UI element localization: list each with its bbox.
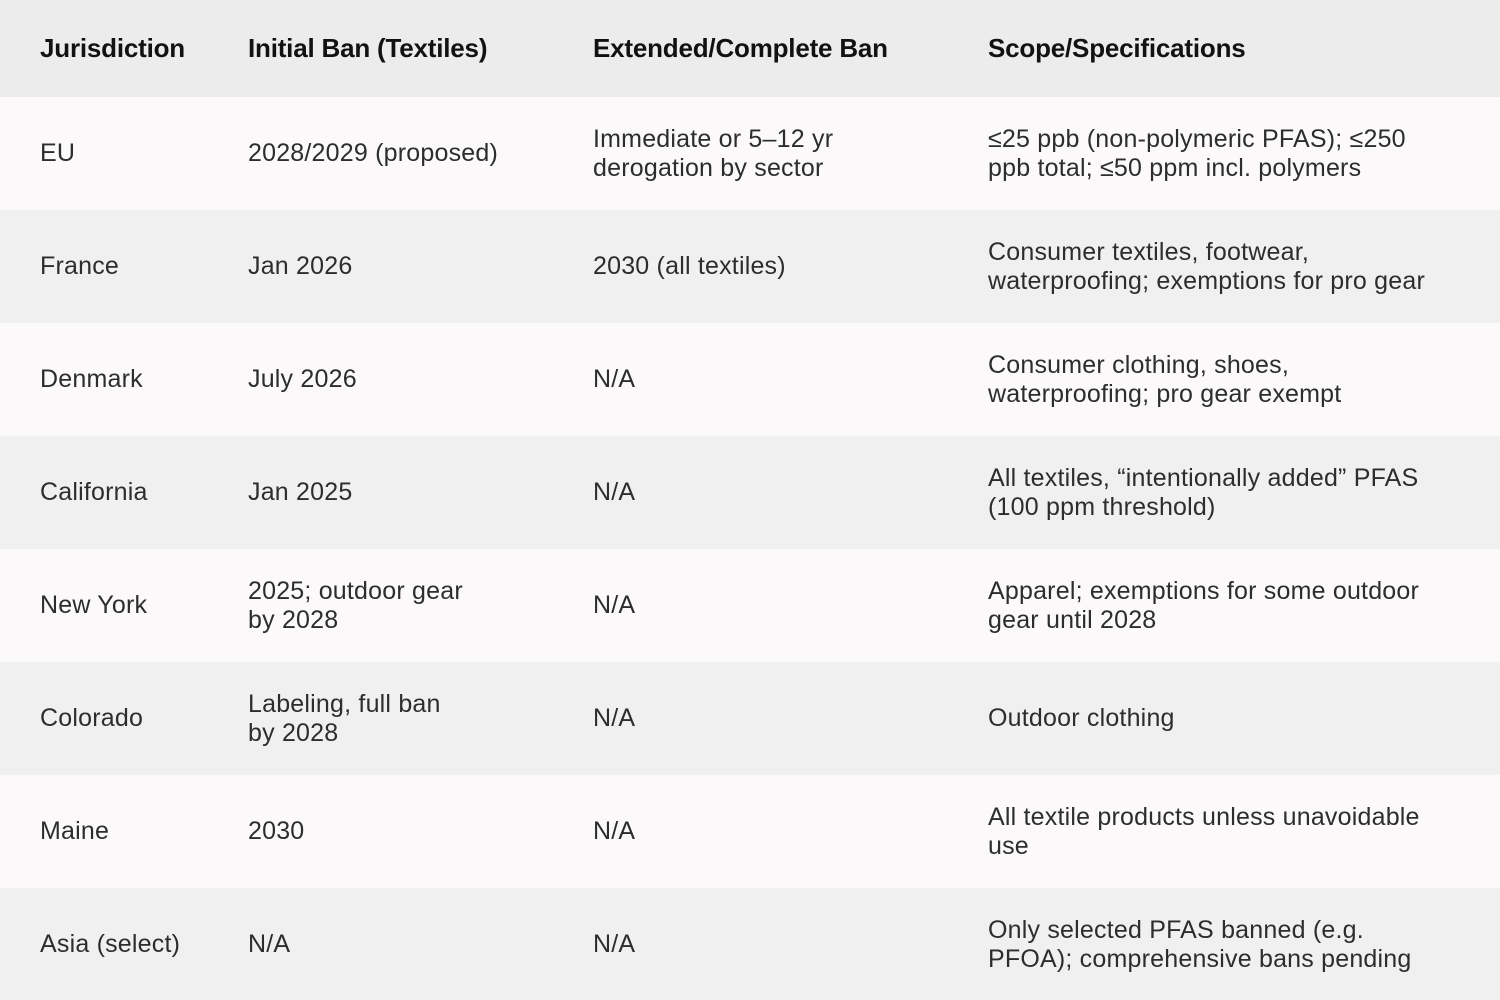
cell-initial-ban: 2025; outdoor gear by 2028 xyxy=(248,576,463,634)
cell-jurisdiction: France xyxy=(40,252,120,280)
table-row-colorado: Colorado Labeling, full ban by 2028 N/A … xyxy=(0,662,1500,775)
column-header-scope: Scope/Specifications xyxy=(988,33,1246,63)
cell-extended-ban: N/A xyxy=(593,478,636,506)
cell-scope: Consumer clothing, shoes, waterproofing;… xyxy=(988,350,1342,408)
cell-scope: Only selected PFAS banned (e.g. PFOA); c… xyxy=(988,915,1412,973)
table-row-maine: Maine 2030 N/A All textile products unle… xyxy=(0,775,1500,888)
cell-extended-ban: N/A xyxy=(593,704,636,732)
cell-jurisdiction: Asia (select) xyxy=(40,930,181,958)
cell-initial-ban: Jan 2026 xyxy=(248,252,353,280)
cell-extended-ban: Immediate or 5–12 yr derogation by secto… xyxy=(593,124,834,182)
column-header-extended-ban: Extended/Complete Ban xyxy=(593,33,888,63)
cell-scope: Outdoor clothing xyxy=(988,704,1175,732)
cell-initial-ban: 2030 xyxy=(248,817,305,845)
table-row-asia: Asia (select) N/A N/A Only selected PFAS… xyxy=(0,888,1500,1000)
cell-scope: Apparel; exemptions for some outdoor gea… xyxy=(988,576,1420,634)
table-row-california: California Jan 2025 N/A All textiles, “i… xyxy=(0,436,1500,549)
cell-extended-ban: N/A xyxy=(593,930,636,958)
cell-scope: ≤25 ppb (non-polymeric PFAS); ≤250 ppb t… xyxy=(988,124,1406,182)
cell-scope: Consumer textiles, footwear, waterproofi… xyxy=(988,237,1425,295)
cell-jurisdiction: Maine xyxy=(40,817,110,845)
cell-scope: All textiles, “intentionally added” PFAS… xyxy=(988,463,1419,521)
cell-scope: All textile products unless unavoidable … xyxy=(988,802,1420,860)
cell-jurisdiction: Colorado xyxy=(40,704,144,732)
cell-extended-ban: 2030 (all textiles) xyxy=(593,252,786,280)
cell-initial-ban: N/A xyxy=(248,930,291,958)
table-row-eu: EU 2028/2029 (proposed) Immediate or 5–1… xyxy=(0,97,1500,210)
cell-extended-ban: N/A xyxy=(593,365,636,393)
column-header-jurisdiction: Jurisdiction xyxy=(40,33,185,63)
cell-jurisdiction: Denmark xyxy=(40,365,143,393)
table-row-denmark: Denmark July 2026 N/A Consumer clothing,… xyxy=(0,323,1500,436)
table-row-new-york: New York 2025; outdoor gear by 2028 N/A … xyxy=(0,549,1500,662)
cell-jurisdiction: EU xyxy=(40,139,76,167)
cell-jurisdiction: New York xyxy=(40,591,148,619)
cell-jurisdiction: California xyxy=(40,478,148,506)
cell-initial-ban: Labeling, full ban by 2028 xyxy=(248,689,441,747)
cell-initial-ban: 2028/2029 (proposed) xyxy=(248,139,499,167)
cell-extended-ban: N/A xyxy=(593,817,636,845)
table-header-row: Jurisdiction Initial Ban (Textiles) Exte… xyxy=(0,0,1500,97)
column-header-initial-ban: Initial Ban (Textiles) xyxy=(248,33,488,63)
cell-extended-ban: N/A xyxy=(593,591,636,619)
table-row-france: France Jan 2026 2030 (all textiles) Cons… xyxy=(0,210,1500,323)
cell-initial-ban: Jan 2025 xyxy=(248,478,353,506)
cell-initial-ban: July 2026 xyxy=(248,365,357,393)
